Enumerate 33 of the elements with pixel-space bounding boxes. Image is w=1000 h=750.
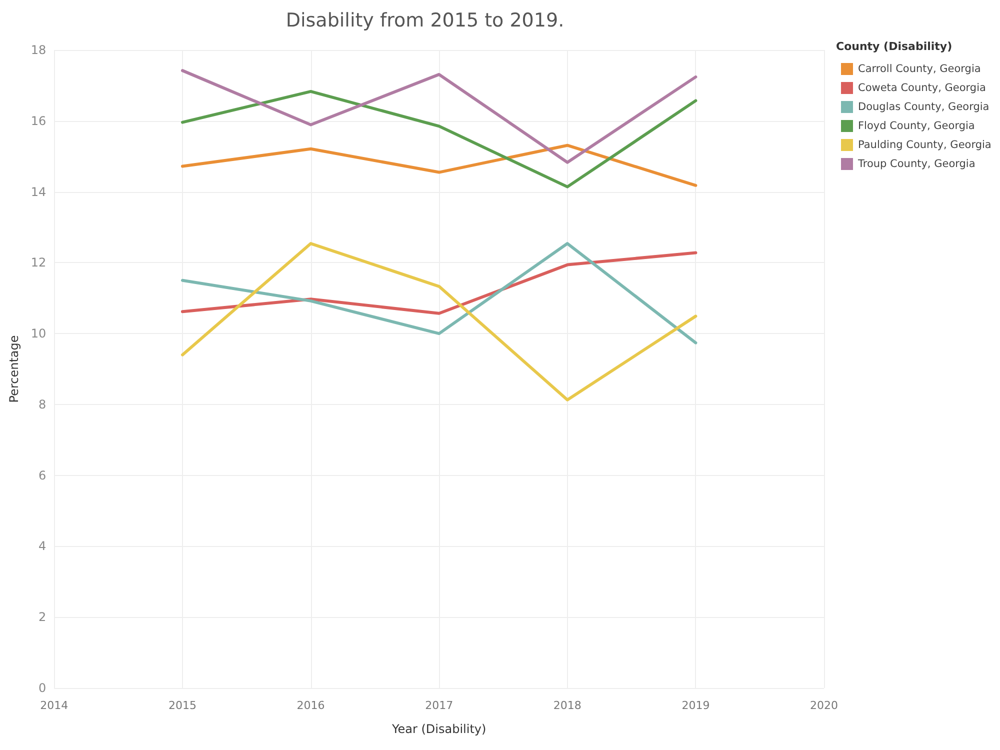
x-axis-title: Year (Disability)	[390, 722, 486, 736]
y-tick-label: 16	[30, 114, 46, 128]
y-tick-label: 6	[38, 468, 46, 482]
x-tick-label: 2015	[168, 699, 196, 712]
line-series	[180, 69, 698, 164]
line-series	[180, 242, 698, 344]
legend-label: Douglas County, Georgia	[858, 101, 990, 113]
legend-label: Paulding County, Georgia	[858, 139, 992, 151]
x-tick-label: 2018	[553, 699, 582, 712]
legend-title: County (Disability)	[836, 40, 952, 53]
y-tick-label: 12	[30, 256, 46, 270]
legend-label: Carroll County, Georgia	[858, 63, 981, 75]
line-series	[180, 90, 698, 188]
x-tick-label: 2016	[296, 699, 325, 712]
chart-title: Disability from 2015 to 2019.	[286, 10, 564, 32]
y-tick-label: 10	[30, 326, 46, 341]
line-series	[180, 251, 698, 315]
line-series	[180, 144, 698, 187]
y-axis-title: Percentage	[7, 335, 21, 403]
x-tick-label: 2020	[810, 699, 838, 712]
x-tick-label: 2014	[40, 699, 68, 712]
y-tick-label: 14	[30, 184, 46, 199]
y-tick-label: 4	[38, 539, 46, 554]
x-tick-label: 2019	[682, 699, 710, 712]
y-tick-label: 0	[38, 681, 46, 695]
x-tick-label: 2017	[425, 699, 454, 712]
legend-label: Coweta County, Georgia	[858, 82, 986, 94]
legend-label: Floyd County, Georgia	[858, 120, 975, 132]
y-tick-label: 2	[38, 610, 46, 624]
legend-label: Troup County, Georgia	[857, 158, 976, 170]
line-series	[180, 242, 698, 402]
y-tick-label: 18	[30, 43, 46, 57]
y-tick-label: 8	[38, 397, 46, 412]
